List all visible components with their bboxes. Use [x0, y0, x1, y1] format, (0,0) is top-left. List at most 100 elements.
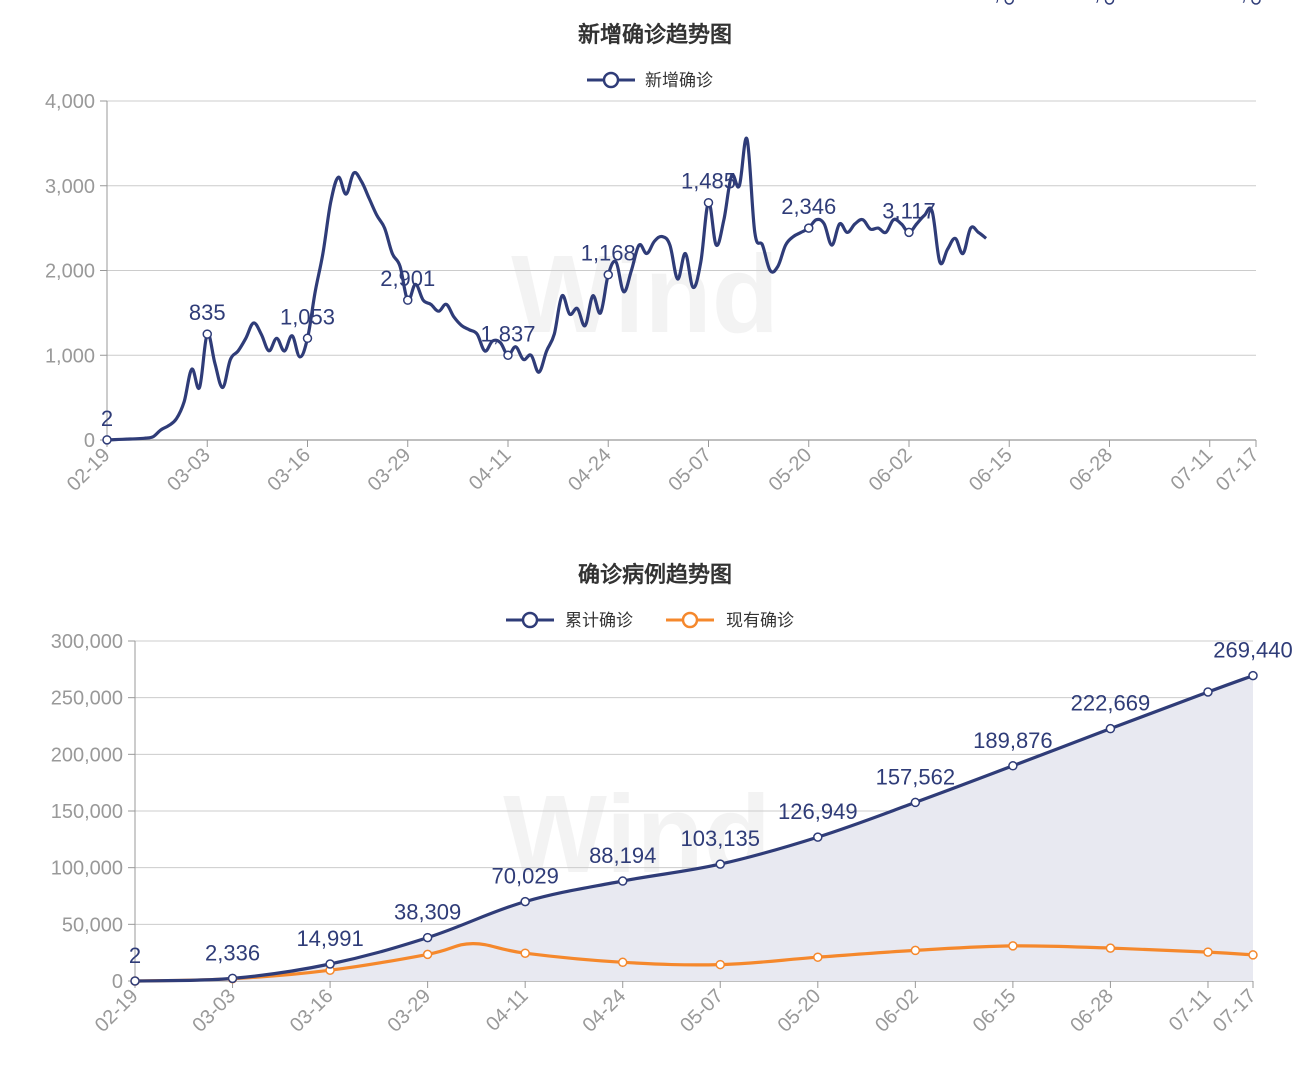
- data-label: 14,991: [296, 926, 363, 951]
- data-label: 103,135: [680, 826, 760, 851]
- series-line-new-cases: [106, 136, 988, 442]
- data-point-cumulative[interactable]: [1008, 761, 1018, 771]
- data-point[interactable]: [1004, 0, 1014, 5]
- data-point-active[interactable]: [1203, 947, 1213, 957]
- data-point-active[interactable]: [520, 948, 530, 958]
- x-tick-label: 03-16: [286, 985, 338, 1037]
- data-label: 126,949: [778, 799, 858, 824]
- data-point[interactable]: [402, 295, 413, 305]
- x-tick-label: 07-11: [1167, 444, 1218, 495]
- data-label: 1,837: [480, 321, 535, 346]
- x-tick-label: 07-17: [1209, 985, 1261, 1037]
- y-tick-label: 3,000: [45, 176, 95, 198]
- y-tick-label: 0: [112, 971, 123, 993]
- data-point[interactable]: [1251, 0, 1261, 5]
- x-tick-label: 05-07: [676, 985, 728, 1037]
- chart-title: 新增确诊趋势图: [578, 22, 732, 48]
- data-label: 2,449: [982, 0, 1037, 5]
- data-point-cumulative[interactable]: [1105, 723, 1116, 734]
- x-tick-label: 03-16: [263, 444, 315, 496]
- data-point-cumulative[interactable]: [617, 876, 628, 886]
- y-tick-label: 2,000: [45, 261, 95, 283]
- data-point-active[interactable]: [617, 957, 628, 968]
- y-tick-label: 4,000: [45, 91, 95, 113]
- legend-label-new-cases: 新增确诊: [645, 71, 713, 91]
- chart-title: 确诊病例趋势图: [578, 562, 732, 588]
- data-point-cumulative[interactable]: [130, 976, 140, 986]
- data-point-cumulative[interactable]: [325, 959, 335, 969]
- data-label: 2: [101, 406, 113, 431]
- x-tick-label: 06-28: [1065, 444, 1117, 496]
- data-point[interactable]: [603, 269, 613, 280]
- legend[interactable]: 新增确诊: [587, 71, 713, 91]
- data-point[interactable]: [803, 223, 814, 233]
- y-tick-label: 0: [84, 430, 95, 452]
- data-point[interactable]: [1104, 0, 1115, 5]
- data-point-active[interactable]: [715, 959, 726, 970]
- data-point-active[interactable]: [1248, 950, 1258, 960]
- y-axis: 0 50,000 100,000 150,000 200,000 250,000 300,0…: [51, 631, 136, 993]
- legend-marker-icon: [681, 611, 699, 629]
- data-point-active[interactable]: [422, 949, 433, 960]
- data-label: 2,336: [205, 940, 260, 965]
- data-label: 88,194: [589, 843, 656, 868]
- x-axis: 02-19 03-03 03-16 03-29 04-11 04-24 05-07 05-20…: [91, 980, 1261, 1037]
- x-tick-label: 05-20: [774, 985, 826, 1037]
- confirmed-cases-chart: Wind 确诊病例趋势图 累计确诊 现有确诊 050,000100,000150…: [51, 562, 1293, 1037]
- x-tick-label: 06-28: [1066, 985, 1118, 1037]
- x-axis: 02-19 03-03 03-16 03-29 04-11 04-24 05-07 05-20…: [63, 439, 1264, 496]
- legend[interactable]: 累计确诊 现有确诊: [506, 611, 794, 631]
- y-axis: 0 1,000 2,000 3,000 4,000: [45, 91, 108, 452]
- y-tick-label: 300,000: [51, 631, 123, 653]
- x-tick-label: 04-24: [579, 985, 631, 1037]
- data-labels: 2 835 1,053 2,901 1,837 1,168 1,485 2,346 3,117 2…: [101, 0, 1284, 445]
- x-tick-label: 07-17: [1212, 444, 1264, 496]
- x-tick-label: 04-11: [465, 444, 516, 495]
- data-point-cumulative[interactable]: [227, 973, 238, 984]
- x-tick-label: 05-20: [765, 444, 817, 496]
- data-label: 269,440: [1213, 638, 1293, 663]
- data-point-cumulative[interactable]: [715, 859, 726, 869]
- data-point[interactable]: [202, 329, 212, 339]
- y-tick-label: 250,000: [51, 688, 123, 710]
- data-label: 835: [189, 300, 226, 325]
- x-tick-label: 06-02: [865, 444, 917, 496]
- y-tick-label: 50,000: [62, 914, 123, 936]
- data-label: 1,168: [581, 241, 636, 266]
- data-point-cumulative[interactable]: [520, 896, 530, 907]
- data-point-active[interactable]: [1105, 943, 1116, 953]
- data-point-active[interactable]: [910, 945, 921, 956]
- data-label: 222,669: [1071, 691, 1151, 716]
- data-label: 1,485: [681, 169, 736, 194]
- data-label: 157,562: [876, 764, 956, 789]
- data-point-cumulative[interactable]: [1248, 670, 1258, 681]
- data-point[interactable]: [904, 227, 914, 238]
- x-tick-label: 03-03: [188, 985, 240, 1037]
- legend-marker-icon: [521, 611, 539, 629]
- series-area-cumulative: [135, 675, 1253, 981]
- data-label: 2,489: [1082, 0, 1137, 5]
- x-tick-label: 04-24: [564, 444, 616, 496]
- data-label: 70,029: [492, 864, 559, 889]
- data-point-cumulative[interactable]: [422, 932, 433, 943]
- x-tick-label: 03-03: [163, 444, 215, 496]
- data-label: 2,379: [1228, 0, 1283, 5]
- data-label: 2,901: [380, 266, 435, 291]
- data-point-cumulative[interactable]: [1203, 687, 1213, 697]
- data-point-cumulative[interactable]: [813, 832, 823, 842]
- data-point[interactable]: [102, 435, 112, 445]
- legend-label-cumulative: 累计确诊: [565, 611, 633, 631]
- series-area: [106, 136, 988, 442]
- data-point-active[interactable]: [1008, 941, 1018, 951]
- data-point[interactable]: [302, 333, 313, 344]
- y-tick-label: 150,000: [51, 801, 123, 823]
- data-point-active[interactable]: [813, 952, 823, 962]
- x-tick-label: 06-15: [965, 444, 1017, 496]
- x-tick-label: 07-11: [1165, 985, 1216, 1036]
- x-tick-label: 04-11: [482, 985, 533, 1036]
- data-point-cumulative[interactable]: [910, 797, 921, 808]
- x-tick-label: 05-07: [664, 444, 716, 496]
- data-point[interactable]: [503, 350, 513, 360]
- data-point[interactable]: [703, 197, 714, 208]
- legend-label-active: 现有确诊: [726, 611, 794, 631]
